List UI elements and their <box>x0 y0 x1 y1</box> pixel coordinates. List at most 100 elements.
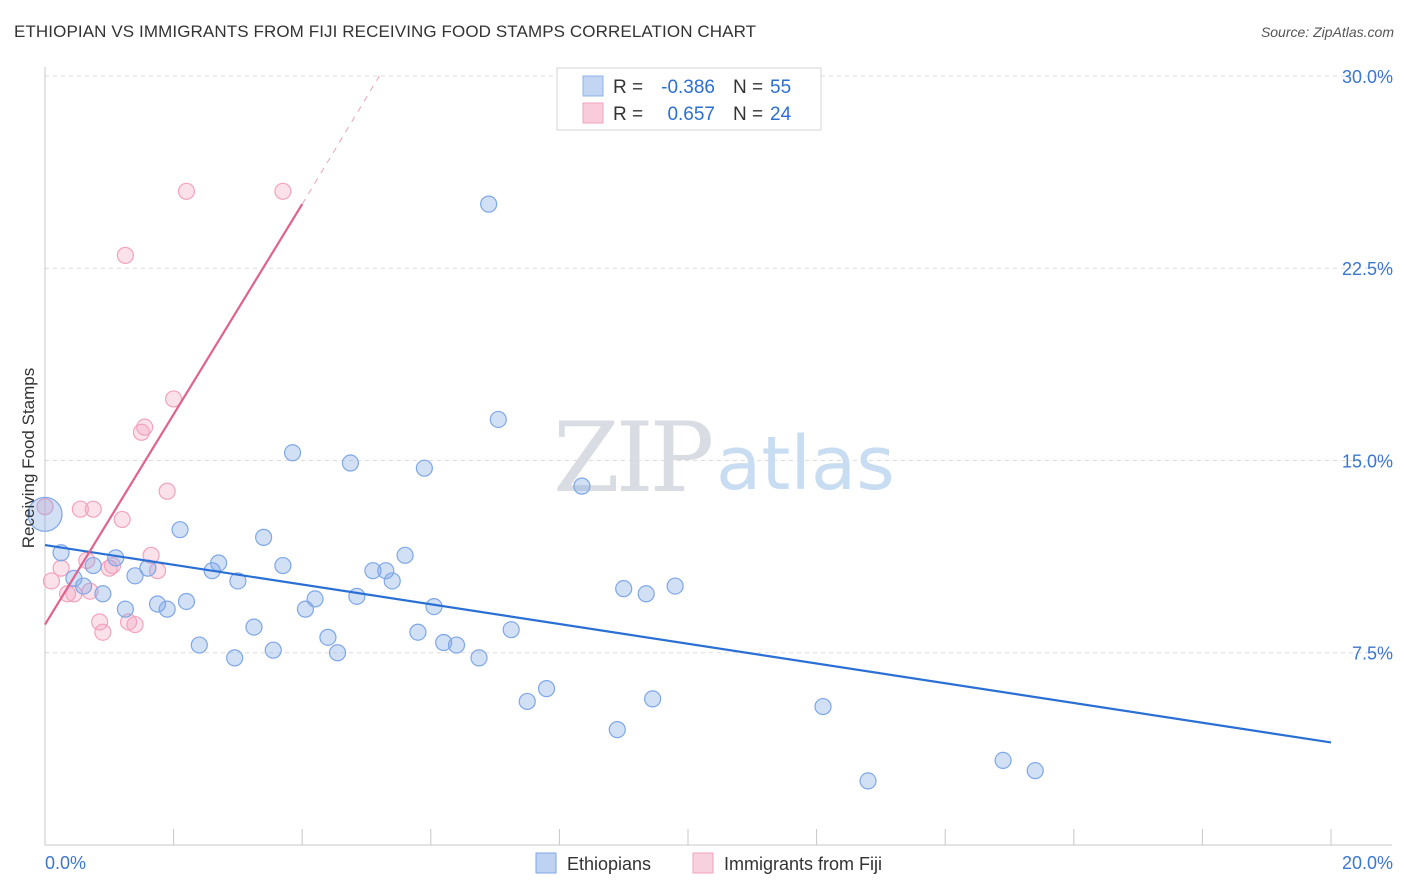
ethiopian-point <box>383 572 401 590</box>
ethiopian-point <box>328 644 347 662</box>
ethiopian-trend-line <box>44 543 1332 744</box>
fiji-point <box>42 572 61 590</box>
series-legend: Ethiopians Immigrants from Fiji <box>535 852 882 874</box>
ethiopian-point <box>190 636 208 654</box>
fiji-point <box>158 482 176 500</box>
fiji-point <box>84 500 102 518</box>
ethiopian-point <box>306 590 324 608</box>
fiji-point <box>116 246 134 264</box>
series-legend-swatch <box>692 852 714 874</box>
fiji-point <box>71 500 89 518</box>
fiji-trend-extension <box>301 75 380 205</box>
ethiopian-point <box>348 587 366 605</box>
ethiopian-point <box>283 444 302 462</box>
fiji-point <box>132 423 151 441</box>
y-tick-labels: 7.5% 15.0% 22.5% 30.0% <box>1342 67 1393 664</box>
ethiopian-point <box>27 496 63 532</box>
ethiopian-point <box>94 585 112 603</box>
ethiopian-point <box>644 690 662 708</box>
series-legend-label: Immigrants from Fiji <box>724 854 882 874</box>
y-tick-label: 7.5% <box>1352 644 1393 664</box>
stats-legend: R = -0.386 N = 55 R = 0.657 N = 24 <box>556 67 822 131</box>
ethiopian-point <box>502 621 520 639</box>
ethiopian-point <box>177 592 196 611</box>
ethiopian-point <box>1026 762 1044 780</box>
watermark-atlas: atlas <box>716 421 895 507</box>
fiji-point <box>36 498 54 516</box>
y-axis-label: Receiving Food Stamps <box>19 368 38 548</box>
fiji-point <box>52 559 70 577</box>
ethiopian-point <box>84 556 102 575</box>
ethiopian-point <box>171 521 189 539</box>
legend-n-value: 55 <box>770 77 791 98</box>
legend-r-label: R = <box>613 104 643 125</box>
x-tick-labels: 0.0% 20.0% <box>45 853 1393 873</box>
ethiopian-point <box>994 751 1012 770</box>
ethiopian-point <box>415 459 433 477</box>
ethiopian-point <box>364 562 382 580</box>
ethiopian-point <box>615 580 633 598</box>
series-legend-swatch <box>535 852 557 874</box>
ethiopian-point <box>319 628 337 646</box>
ethiopian-point <box>573 477 591 495</box>
y-tick-label: 15.0% <box>1342 451 1393 471</box>
ethiopian-point <box>666 577 684 595</box>
legend-r-label: R = <box>613 77 643 98</box>
ethiopian-point <box>264 641 282 659</box>
ethiopian-point <box>396 546 414 564</box>
ethiopian-point <box>116 600 134 618</box>
ethiopian-point <box>226 649 244 667</box>
fiji-points <box>36 182 292 641</box>
ethiopian-point <box>447 636 466 654</box>
fiji-point <box>126 615 144 634</box>
y-tick-label: 30.0% <box>1342 67 1393 87</box>
ethiopian-point <box>435 633 453 652</box>
ethiopian-point <box>608 721 626 739</box>
source-label: Source: ZipAtlas.com <box>1260 24 1394 40</box>
gridlines <box>45 75 1392 654</box>
ethiopian-point <box>158 600 176 618</box>
ethiopian-point <box>814 697 832 716</box>
fiji-point <box>113 510 131 529</box>
ethiopian-point <box>148 595 167 613</box>
ethiopian-point <box>377 562 395 580</box>
ethiopian-point <box>637 585 655 603</box>
ethiopian-point <box>859 772 877 790</box>
ethiopian-points <box>27 195 1044 790</box>
series-legend-label: Ethiopians <box>567 854 651 874</box>
x-tick-label: 0.0% <box>45 853 86 873</box>
ethiopian-point <box>480 195 498 213</box>
ethiopian-point <box>74 577 93 595</box>
fiji-point <box>274 182 292 200</box>
trend-lines <box>44 75 1332 744</box>
ethiopian-point <box>518 692 536 711</box>
ethiopian-point <box>210 554 228 572</box>
legend-swatch <box>582 75 604 97</box>
fiji-point <box>142 546 160 564</box>
fiji-point <box>91 613 109 631</box>
fiji-point <box>177 182 196 200</box>
watermark: ZIP atlas <box>553 402 895 514</box>
ethiopian-point <box>489 410 507 429</box>
legend-swatch <box>582 102 604 124</box>
ethiopian-point <box>229 572 247 590</box>
fiji-trend-line <box>44 203 304 626</box>
axes <box>44 67 1392 846</box>
fiji-point <box>136 418 154 436</box>
fiji-point <box>165 390 183 408</box>
watermark-zip: ZIP <box>553 402 712 514</box>
ethiopian-point <box>255 528 273 546</box>
legend-r-value: -0.386 <box>661 77 715 98</box>
legend-r-value: 0.657 <box>667 104 715 125</box>
chart-title: ETHIOPIAN VS IMMIGRANTS FROM FIJI RECEIV… <box>14 22 757 41</box>
ethiopian-point <box>409 623 427 641</box>
ethiopian-point <box>470 649 488 667</box>
legend-n-value: 24 <box>770 104 792 125</box>
ethiopian-point <box>245 618 263 636</box>
legend-n-label: N = <box>733 77 763 98</box>
ethiopian-point <box>537 680 556 698</box>
fiji-point <box>94 623 112 641</box>
legend-n-label: N = <box>733 104 763 125</box>
ethiopian-point <box>274 556 292 575</box>
